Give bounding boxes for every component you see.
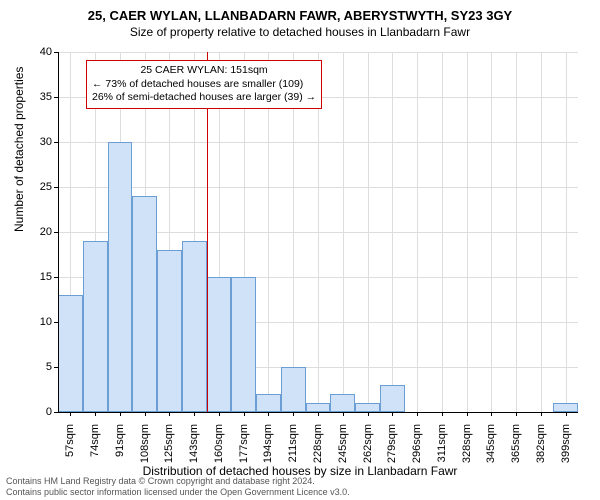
histogram-bar	[281, 367, 306, 412]
histogram-bar	[380, 385, 405, 412]
y-tick-label: 25	[40, 181, 52, 193]
footer-line-1: Contains HM Land Registry data © Crown c…	[6, 476, 350, 487]
chart-container: 25, CAER WYLAN, LLANBADARN FAWR, ABERYST…	[0, 0, 600, 500]
y-tick-label: 0	[46, 406, 52, 418]
histogram-bar	[182, 241, 207, 412]
chart-title-sub: Size of property relative to detached ho…	[0, 23, 600, 39]
annotation-line: 26% of semi-detached houses are larger (…	[92, 91, 316, 105]
grid-line-v	[541, 52, 542, 412]
y-axis-label: Number of detached properties	[12, 67, 26, 232]
grid-line-v	[491, 52, 492, 412]
histogram-bar	[132, 196, 157, 412]
x-tick-label: 108sqm	[139, 424, 151, 463]
histogram-bar	[306, 403, 331, 412]
x-tick-label: 74sqm	[89, 424, 101, 457]
x-tick-label: 311sqm	[436, 424, 448, 462]
histogram-bar	[231, 277, 256, 412]
grid-line-v	[516, 52, 517, 412]
histogram-bar	[355, 403, 380, 412]
y-tick-label: 15	[40, 271, 52, 283]
histogram-bar	[256, 394, 281, 412]
x-tick-label: 143sqm	[188, 424, 200, 463]
plot-area: 051015202530354057sqm74sqm91sqm108sqm125…	[58, 52, 578, 412]
x-tick-label: 262sqm	[362, 424, 374, 463]
histogram-bar	[83, 241, 108, 412]
grid-line-v	[368, 52, 369, 412]
annotation-box: 25 CAER WYLAN: 151sqm← 73% of detached h…	[86, 60, 322, 109]
y-tick-label: 10	[40, 316, 52, 328]
grid-line-v	[417, 52, 418, 412]
x-tick-label: 279sqm	[386, 424, 398, 463]
y-tick-label: 30	[40, 136, 52, 148]
annotation-line: 25 CAER WYLAN: 151sqm	[92, 64, 316, 78]
x-tick-label: 211sqm	[287, 424, 299, 462]
x-tick-label: 228sqm	[312, 424, 324, 463]
x-tick-label: 125sqm	[163, 424, 175, 463]
annotation-line: ← 73% of detached houses are smaller (10…	[92, 78, 316, 92]
histogram-bar	[58, 295, 83, 412]
y-tick-label: 40	[40, 46, 52, 58]
x-tick-label: 177sqm	[238, 424, 250, 463]
y-tick-label: 20	[40, 226, 52, 238]
chart-title-main: 25, CAER WYLAN, LLANBADARN FAWR, ABERYST…	[0, 0, 600, 23]
grid-line-v	[467, 52, 468, 412]
x-axis-line	[58, 412, 578, 413]
x-tick-label: 296sqm	[411, 424, 423, 463]
histogram-bar	[330, 394, 355, 412]
histogram-bar	[108, 142, 133, 412]
x-tick-label: 245sqm	[337, 424, 349, 463]
y-tick-label: 35	[40, 91, 52, 103]
histogram-bar	[553, 403, 578, 412]
x-tick-label: 399sqm	[560, 424, 572, 463]
x-tick-label: 382sqm	[535, 424, 547, 463]
x-tick-label: 57sqm	[64, 424, 76, 457]
histogram-bar	[207, 277, 232, 412]
x-tick-label: 365sqm	[510, 424, 522, 463]
grid-line-v	[343, 52, 344, 412]
footer-attribution: Contains HM Land Registry data © Crown c…	[6, 476, 350, 498]
x-tick-label: 160sqm	[213, 424, 225, 463]
footer-line-2: Contains public sector information licen…	[6, 487, 350, 498]
x-tick-label: 345sqm	[485, 424, 497, 463]
y-tick-label: 5	[46, 361, 52, 373]
x-tick-label: 328sqm	[461, 424, 473, 463]
grid-line-v	[392, 52, 393, 412]
y-axis-line	[58, 52, 59, 412]
x-tick-label: 194sqm	[262, 424, 274, 463]
grid-line-v	[442, 52, 443, 412]
histogram-bar	[157, 250, 182, 412]
grid-line-v	[566, 52, 567, 412]
x-tick-label: 91sqm	[114, 424, 126, 457]
